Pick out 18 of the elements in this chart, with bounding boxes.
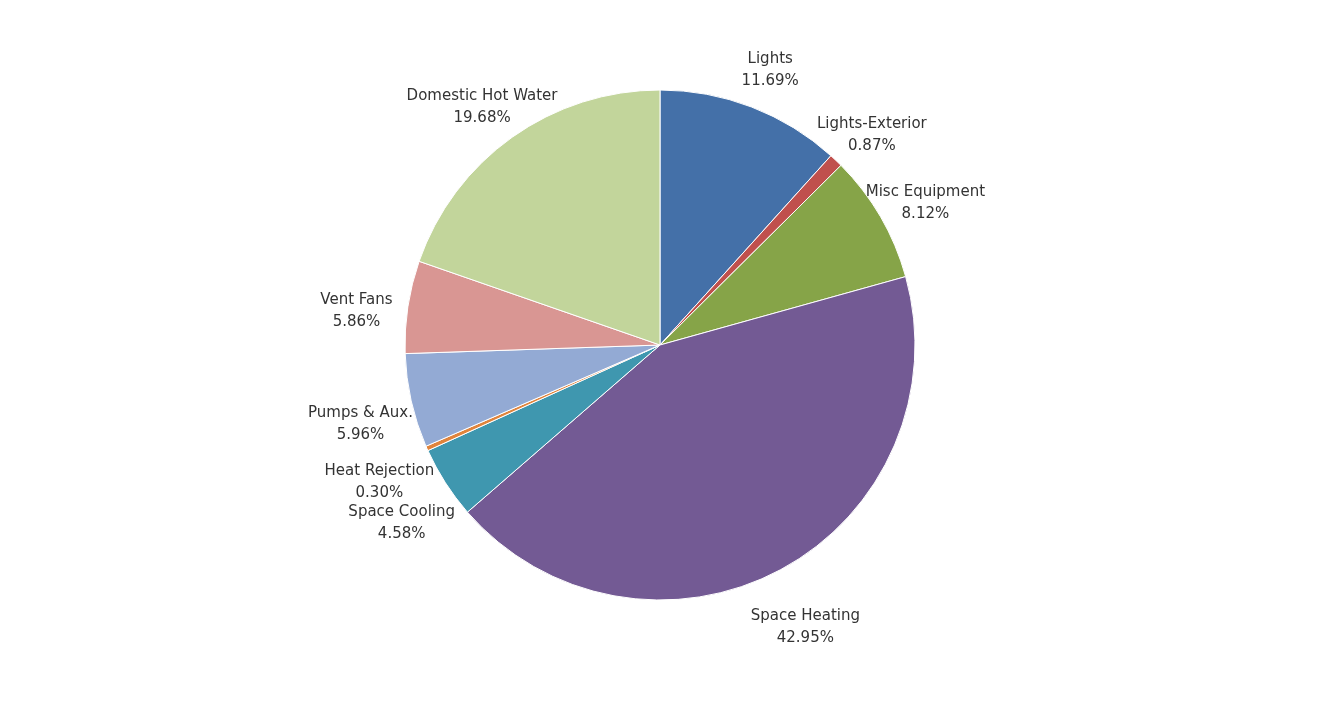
data-label: 11.69% — [741, 71, 799, 90]
data-label: 19.68% — [453, 107, 511, 126]
slice-label: Space Heating — [750, 606, 860, 625]
data-label: 42.95% — [776, 628, 834, 647]
slice-label: Domestic Hot Water — [406, 85, 559, 104]
data-label: 4.58% — [377, 523, 426, 542]
slice-label: Pumps & Aux. — [308, 403, 413, 422]
slice-label: Lights-Exterior — [816, 113, 928, 132]
data-label: 0.30% — [355, 482, 404, 501]
slice-label: Vent Fans — [320, 290, 393, 309]
data-label: 0.87% — [848, 135, 896, 154]
slice-label: Space Cooling — [348, 501, 456, 520]
slice-label: Heat Rejection — [324, 460, 435, 479]
slice-label: Lights — [747, 49, 794, 68]
slice-label: Misc Equipment — [865, 181, 986, 200]
data-label: 5.86% — [332, 312, 381, 331]
data-label: 8.12% — [901, 203, 950, 222]
data-label: 5.96% — [336, 425, 385, 444]
